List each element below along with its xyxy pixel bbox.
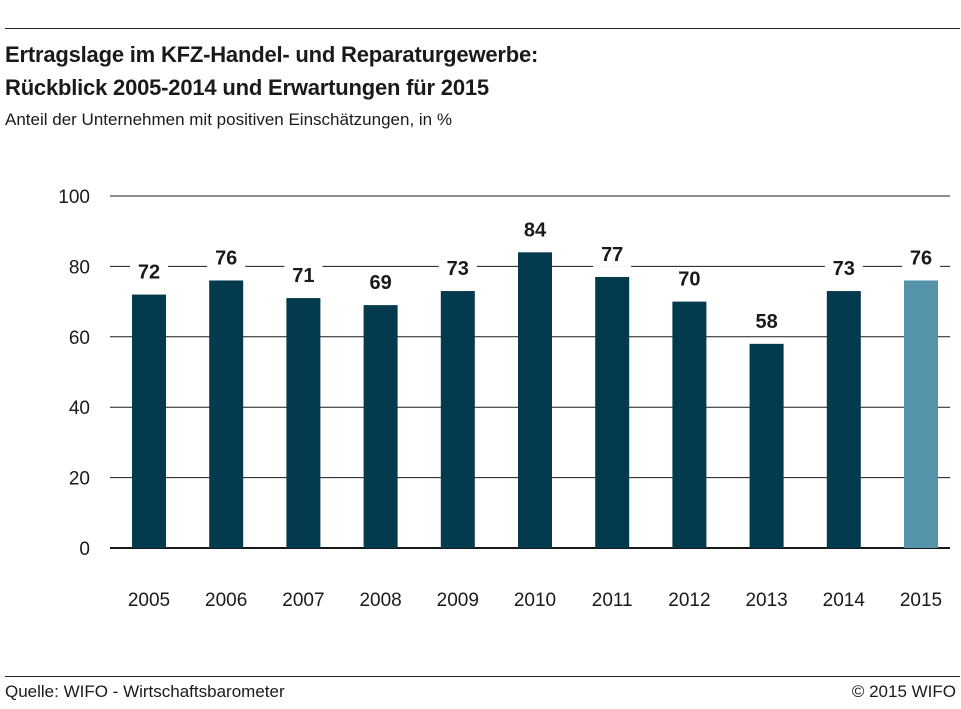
x-tick-label: 2007 bbox=[282, 590, 324, 611]
x-tick-label: 2013 bbox=[745, 590, 787, 611]
bar bbox=[209, 280, 244, 548]
data-label-background bbox=[902, 246, 940, 271]
data-label-background bbox=[361, 271, 400, 296]
data-label: 73 bbox=[447, 258, 469, 280]
data-label: 84 bbox=[524, 219, 547, 241]
data-label: 76 bbox=[910, 247, 932, 269]
x-tick-label: 2014 bbox=[823, 590, 866, 611]
x-tick-label: 2012 bbox=[668, 590, 710, 611]
data-label-background bbox=[824, 257, 863, 282]
data-label-background bbox=[747, 309, 786, 334]
data-label-background bbox=[284, 264, 323, 289]
data-label: 69 bbox=[369, 272, 391, 294]
copyright-note: © 2015 WIFO bbox=[851, 682, 956, 701]
bar bbox=[595, 276, 630, 548]
bar bbox=[749, 343, 784, 548]
data-label: 58 bbox=[755, 311, 777, 333]
chart-title: Ertragslage im KFZ-Handel- und Reparatur… bbox=[5, 38, 538, 104]
data-label: 73 bbox=[833, 258, 855, 280]
bar bbox=[363, 305, 398, 548]
bar bbox=[904, 280, 938, 548]
data-label: 71 bbox=[292, 265, 314, 287]
bars bbox=[132, 252, 938, 548]
bar bbox=[286, 298, 321, 548]
chart-subtitle: Anteil der Unternehmen mit positiven Ein… bbox=[5, 110, 452, 129]
bar bbox=[672, 301, 707, 548]
data-label-background bbox=[207, 246, 246, 271]
x-tick-label: 2008 bbox=[359, 590, 401, 611]
top-rule bbox=[5, 28, 960, 29]
y-tick-label: 100 bbox=[58, 187, 90, 208]
data-labels: 72 76 71 69 73 84 77 70 58 73 76 bbox=[130, 218, 940, 334]
y-tick-label: 40 bbox=[69, 398, 90, 419]
data-label-background bbox=[516, 218, 554, 243]
x-tick-label: 2011 bbox=[592, 590, 633, 611]
y-axis-tick-labels: 0 20 40 60 80 100 bbox=[58, 187, 90, 560]
y-tick-label: 80 bbox=[69, 257, 90, 278]
bar bbox=[826, 291, 861, 548]
data-label: 77 bbox=[601, 244, 623, 266]
chart-title-line-1: Ertragslage im KFZ-Handel- und Reparatur… bbox=[5, 42, 539, 67]
bottom-rule bbox=[5, 676, 960, 677]
data-label-background bbox=[670, 267, 709, 292]
x-tick-label: 2009 bbox=[437, 590, 479, 611]
y-tick-label: 20 bbox=[69, 469, 90, 490]
chart-title-line-2: Rückblick 2005-2014 und Erwartungen für … bbox=[5, 75, 489, 100]
x-tick-label: 2006 bbox=[205, 590, 247, 611]
y-tick-label: 60 bbox=[69, 328, 90, 349]
data-label-background bbox=[130, 260, 168, 285]
bar bbox=[132, 294, 166, 548]
bar bbox=[518, 252, 552, 548]
x-tick-label: 2015 bbox=[900, 590, 942, 611]
bar bbox=[440, 291, 475, 548]
data-label: 76 bbox=[215, 247, 237, 269]
x-tick-label: 2005 bbox=[128, 590, 170, 611]
data-label: 72 bbox=[138, 262, 160, 284]
y-tick-label: 0 bbox=[79, 539, 90, 560]
data-label: 70 bbox=[678, 269, 700, 291]
data-label-background bbox=[593, 242, 632, 267]
x-axis-tick-labels: 2005 2006 2007 2008 2009 2010 2011 2012 2013 2014… bbox=[128, 590, 942, 611]
data-label-background bbox=[438, 257, 477, 282]
x-tick-label: 2010 bbox=[514, 590, 556, 611]
source-note: Quelle: WIFO - Wirtschaftsbarometer bbox=[5, 682, 285, 701]
